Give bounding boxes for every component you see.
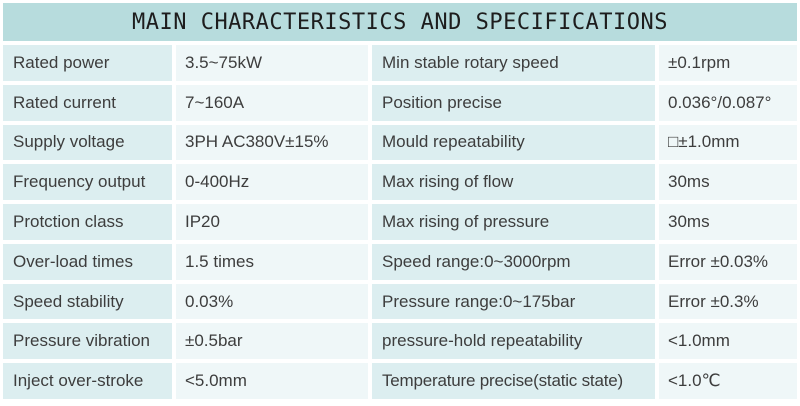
spec-value-rated-power: 3.5~75kW	[176, 45, 368, 81]
spec-table: Rated power 3.5~75kW Min stable rotary s…	[3, 45, 797, 399]
spec-label-protction-class: Protction class	[3, 204, 172, 240]
spec-value-pressure-range-error: Error ±0.3%	[659, 283, 797, 320]
spec-label-rated-current: Rated current	[3, 84, 172, 121]
spec-label-pressure-vibration: Pressure vibration	[3, 323, 172, 360]
spec-value-protction-class: IP20	[176, 204, 368, 240]
spec-label-pressure-hold-repeatability: pressure-hold repeatability	[372, 323, 655, 360]
spec-label-rated-power: Rated power	[3, 45, 172, 81]
spec-label-temperature-precise: Temperature precise(static state)	[372, 363, 655, 399]
spec-label-inject-over-stroke: Inject over-stroke	[3, 363, 172, 399]
page-title: MAIN CHARACTERISTICS AND SPECIFICATIONS	[131, 9, 669, 35]
spec-value-over-load-times: 1.5 times	[176, 243, 368, 280]
spec-label-supply-voltage: Supply voltage	[3, 124, 172, 161]
spec-label-pressure-range: Pressure range:0~175bar	[372, 283, 655, 320]
spec-value-inject-over-stroke: <5.0mm	[176, 363, 368, 399]
spec-value-temperature-precise: <1.0℃	[659, 363, 797, 399]
spec-label-speed-stability: Speed stability	[3, 283, 172, 320]
spec-label-frequency-output: Frequency output	[3, 164, 172, 201]
spec-label-position-precise: Position precise	[372, 84, 655, 121]
spec-value-speed-range-error: Error ±0.03%	[659, 243, 797, 280]
spec-label-max-rising-of-flow: Max rising of flow	[372, 164, 655, 201]
spec-label-mould-repeatability: Mould repeatability	[372, 124, 655, 161]
title-banner: MAIN CHARACTERISTICS AND SPECIFICATIONS	[3, 3, 797, 41]
spec-label-max-rising-of-pressure: Max rising of pressure	[372, 204, 655, 240]
spec-value-mould-repeatability: □±1.0mm	[659, 124, 797, 161]
spec-value-rated-current: 7~160A	[176, 84, 368, 121]
spec-value-position-precise: 0.036°/0.087°	[659, 84, 797, 121]
spec-value-max-rising-of-flow: 30ms	[659, 164, 797, 201]
spec-value-speed-stability: 0.03%	[176, 283, 368, 320]
spec-value-supply-voltage: 3PH AC380V±15%	[176, 124, 368, 161]
spec-value-pressure-hold-repeatability: <1.0mm	[659, 323, 797, 360]
spec-value-frequency-output: 0-400Hz	[176, 164, 368, 201]
spec-value-pressure-vibration: ±0.5bar	[176, 323, 368, 360]
spec-value-min-stable-rotary-speed: ±0.1rpm	[659, 45, 797, 81]
spec-label-over-load-times: Over-load times	[3, 243, 172, 280]
spec-value-max-rising-of-pressure: 30ms	[659, 204, 797, 240]
spec-label-min-stable-rotary-speed: Min stable rotary speed	[372, 45, 655, 81]
spec-label-speed-range: Speed range:0~3000rpm	[372, 243, 655, 280]
